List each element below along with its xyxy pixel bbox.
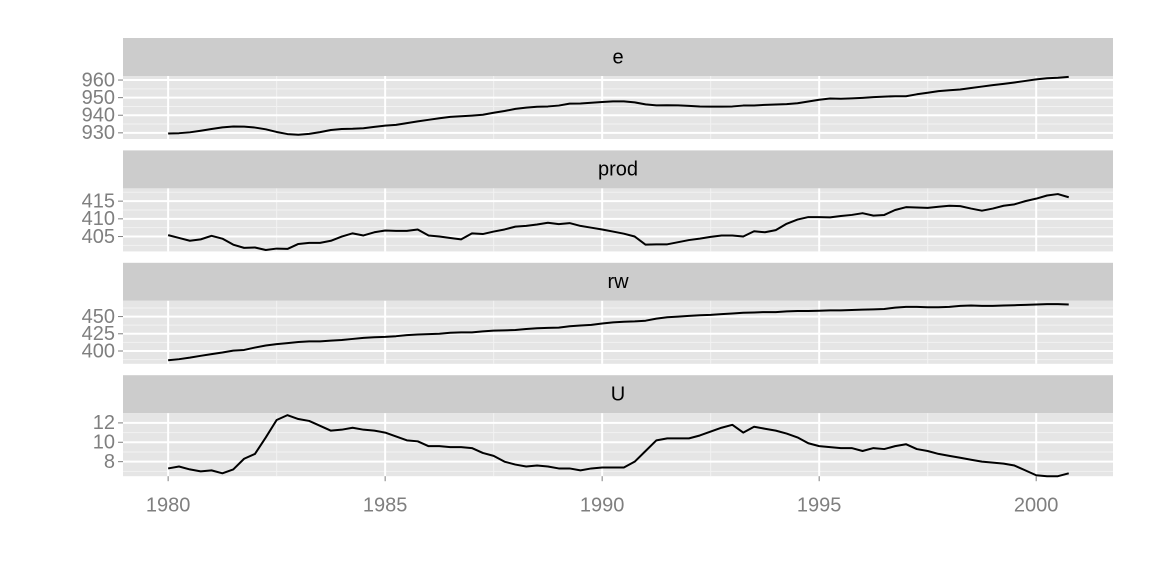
x-tick-label: 1995 (797, 494, 842, 516)
x-tick-label: 1980 (146, 494, 191, 516)
strip (123, 375, 1113, 414)
y-tick-label: 960 (82, 69, 115, 91)
y-tick-label: 940 (82, 105, 115, 127)
y-tick-label: 400 (82, 340, 115, 362)
y-tick-label: 10 (93, 432, 115, 454)
panel-background (123, 76, 1113, 139)
strip-label: U (611, 383, 625, 405)
y-tick-label: 950 (82, 87, 115, 109)
strip-label: prod (598, 159, 638, 181)
y-tick-label: 415 (82, 190, 115, 212)
strip (123, 38, 1113, 76)
strip (123, 262, 1113, 301)
line (167, 414, 1069, 478)
y-tick-label: 425 (82, 323, 115, 345)
y-tick-label: 410 (82, 208, 115, 230)
panel-background (123, 188, 1113, 252)
y-tick-label: 930 (82, 122, 115, 144)
x-tick-label: 2000 (1014, 494, 1059, 516)
line (168, 303, 1069, 362)
line (168, 75, 1069, 136)
strip (123, 150, 1113, 189)
y-tick-label: 450 (82, 306, 115, 328)
panel-background (123, 300, 1113, 364)
strip-label: rw (607, 271, 629, 293)
y-tick-label: 8 (104, 451, 115, 473)
y-tick-label: 405 (82, 226, 115, 248)
strip-label: e (612, 46, 623, 68)
y-tick-label: 12 (93, 412, 115, 434)
x-tick-label: 1985 (363, 494, 408, 516)
line (167, 193, 1070, 251)
x-tick-label: 1990 (580, 494, 625, 516)
